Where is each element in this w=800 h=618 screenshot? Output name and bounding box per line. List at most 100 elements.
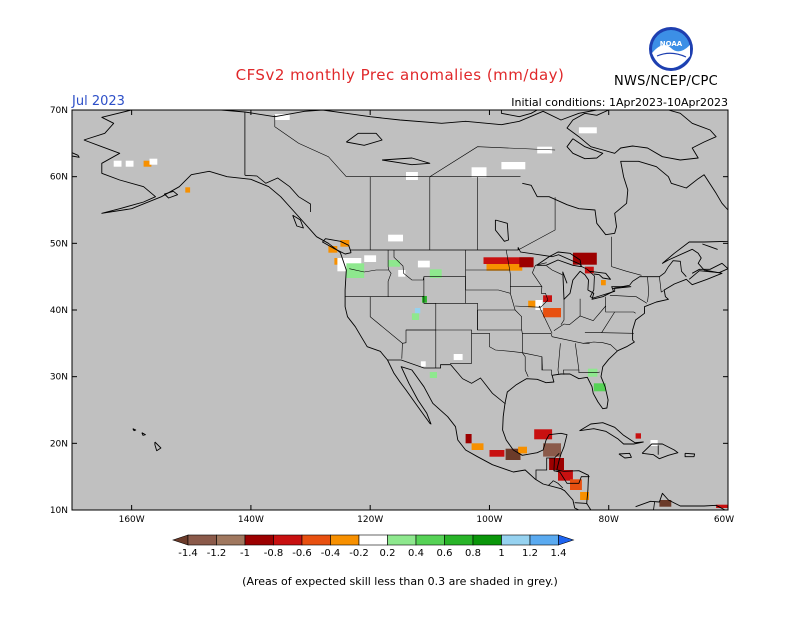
anomaly-patch [537, 146, 553, 154]
anomaly-patch [620, 96, 630, 102]
anomaly-patch [486, 264, 523, 271]
colorbar-label: 1.4 [551, 548, 567, 559]
state-boundary [505, 249, 510, 271]
anomaly-patch [659, 500, 672, 507]
anomaly-patch [149, 158, 158, 165]
anomaly-patch [535, 300, 543, 310]
anomaly-patch [558, 470, 573, 481]
anomaly-patch [398, 270, 406, 277]
latitude-ticks: 70N 60N 50N 40N 30N 20N 10N [50, 106, 728, 516]
anomaly-patch [501, 162, 526, 170]
coastline [684, 452, 696, 458]
state-boundary [345, 296, 403, 359]
state-boundary [601, 332, 634, 334]
anomaly-patches [113, 96, 728, 508]
anomaly-patch [125, 160, 134, 167]
country-border [387, 359, 506, 405]
state-boundary [563, 343, 580, 375]
coastline [322, 238, 352, 255]
colorbar-label: -0.6 [292, 548, 312, 559]
anomaly-patch [422, 296, 427, 303]
state-boundary [605, 296, 636, 314]
anomaly-patch [346, 263, 365, 278]
country-border [244, 174, 311, 212]
state-boundary [406, 329, 529, 377]
coastline [83, 139, 587, 511]
colorbar-label: 0.6 [437, 548, 453, 559]
state-boundary [450, 333, 472, 364]
chart-title: CFSv2 monthly Prec anomalies (mm/day) [235, 66, 565, 84]
anomaly-patch [650, 440, 658, 446]
svg-text:NOAA: NOAA [660, 40, 683, 48]
coastline [132, 428, 137, 432]
lat-label: 50N [50, 239, 68, 249]
agency-label: NWS/NCEP/CPC [614, 74, 719, 89]
colorbar: -1.4 -1.2 -1 -0.8 -0.6 -0.4 -0.2 0.2 0.4 0.6 0.8 1 1… [172, 534, 575, 559]
anomaly-patch [716, 504, 728, 508]
anomaly-patch [635, 433, 641, 439]
lat-label: 20N [50, 439, 68, 449]
colorbar-bin [387, 534, 417, 546]
country-border [535, 453, 560, 480]
lat-label: 40N [50, 306, 68, 316]
country-border [574, 502, 588, 505]
map-background [72, 110, 728, 510]
colorbar-bin [529, 534, 559, 546]
anomaly-patch [528, 300, 536, 308]
anomaly-patch [580, 492, 589, 500]
initial-conditions: Initial conditions: 1Apr2023-10Apr2023 [511, 96, 728, 109]
lon-label: 60W [714, 515, 734, 525]
anomaly-patch [601, 280, 606, 286]
coastline [688, 262, 729, 280]
anomaly-patch [578, 127, 597, 134]
coastline [154, 441, 162, 452]
coastline [702, 243, 718, 250]
country-border [553, 470, 590, 484]
colorbar-label: -1.4 [178, 548, 198, 559]
state-boundary [538, 305, 553, 334]
anomaly-patch [572, 252, 597, 265]
anomaly-patch [417, 260, 430, 268]
anomaly-patch [414, 308, 421, 314]
state-boundary [274, 115, 347, 177]
anomaly-patch [328, 246, 338, 253]
state-boundary [557, 343, 561, 375]
anomaly-patch [388, 260, 400, 267]
skill-footnote: (Areas of expected skill less than 0.3 a… [242, 575, 558, 588]
state-boundary [560, 298, 565, 325]
anomaly-patch [113, 160, 122, 167]
state-boundary [546, 265, 563, 275]
coastline [382, 157, 431, 166]
anomaly-patch [364, 255, 377, 262]
anomaly-patch [471, 443, 484, 450]
colorbar-label: -1.2 [207, 548, 227, 559]
anomaly-patch [388, 234, 403, 242]
state-boundary [583, 341, 618, 351]
coastline [536, 251, 582, 268]
anomaly-patch [534, 429, 553, 440]
anomaly-patch [406, 172, 418, 180]
anomaly-patch [543, 308, 561, 318]
country-borders [244, 112, 687, 511]
colorbar-label: 0.8 [465, 548, 481, 559]
colorbar-label: 1 [498, 548, 504, 559]
coastline [589, 270, 611, 280]
colorbar-label: -1 [240, 548, 250, 559]
lat-label: 60N [50, 173, 68, 183]
colorbar-label: 1.2 [522, 548, 538, 559]
lon-label: 80W [599, 515, 619, 525]
state-boundary [578, 370, 600, 374]
state-boundary [647, 276, 650, 303]
noaa-logo-icon: NOAA [648, 26, 694, 72]
anomaly-patch [429, 269, 442, 278]
anomaly-patch [549, 458, 564, 470]
colorbar-bin [444, 534, 474, 546]
state-boundary [387, 250, 389, 271]
colorbar-bin [273, 534, 303, 546]
state-boundary [370, 296, 437, 344]
anomaly-patch [584, 266, 594, 274]
state-boundary [609, 295, 648, 304]
state-boundary [423, 276, 425, 297]
coastline [562, 270, 632, 300]
coastline [163, 190, 179, 199]
